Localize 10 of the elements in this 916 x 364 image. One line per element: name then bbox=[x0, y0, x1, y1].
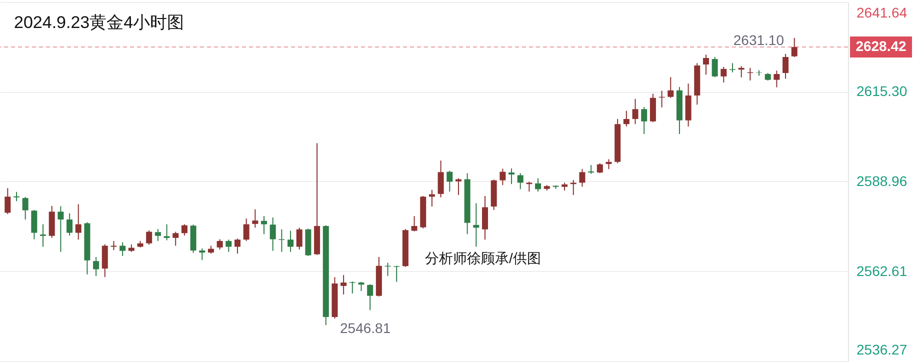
y-tick-label: 2615.30 bbox=[856, 83, 908, 100]
annotation: 分析师徐顾承/供图 bbox=[425, 250, 541, 266]
y-tick-label: 2588.96 bbox=[856, 172, 908, 189]
y-tick-label: 2562.61 bbox=[856, 262, 908, 279]
annotation: 2631.10 bbox=[733, 32, 784, 48]
text: 2024.9.23黄金4小时图 bbox=[14, 13, 184, 32]
y-tick-label: 2536.27 bbox=[856, 342, 908, 358]
y-tick-label: 2641.64 bbox=[856, 4, 908, 20]
ref-line-label: 2628.42 bbox=[856, 38, 907, 54]
annotation: 2546.81 bbox=[340, 320, 391, 336]
